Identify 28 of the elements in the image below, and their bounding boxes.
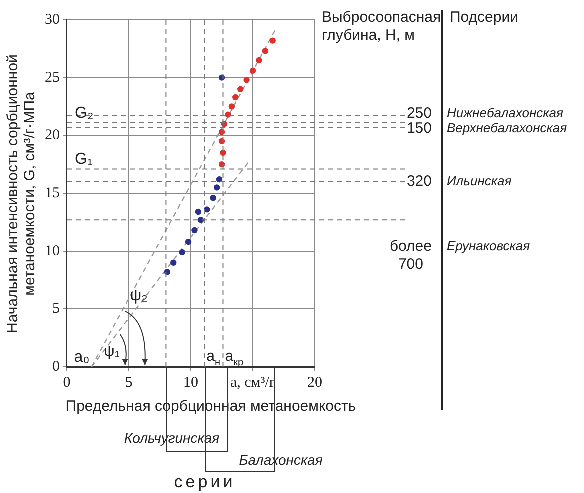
annotation: ψ₁	[104, 343, 120, 360]
y-tick-label: 25	[45, 70, 60, 86]
y-tick-label: 10	[45, 243, 60, 260]
text: более 700	[390, 238, 432, 274]
ref-line-label: G₁	[75, 151, 93, 168]
text: Ерунаковская	[447, 238, 530, 254]
text: 150	[406, 120, 432, 138]
x-tick-label: 20	[308, 374, 322, 391]
text: Ильинская	[447, 174, 512, 189]
x-tick-label: 0	[63, 374, 71, 391]
y-tick-label: 5	[52, 301, 60, 318]
text: Подсерии	[450, 9, 518, 26]
text: Выбросоопасная глубина, H, м	[322, 9, 442, 44]
text: Нижнебалахонская	[447, 106, 564, 121]
text: 250	[406, 105, 432, 122]
x-tick-label: 10	[184, 374, 198, 391]
y-tick-label: 20	[45, 128, 60, 144]
annotation: ψ₂	[130, 288, 148, 305]
text: Верхнебалахонская	[447, 120, 568, 136]
y-axis-title: Начальная интенсивность сорбционной метаноемкости, G, см³/г·МПа	[4, 53, 39, 335]
y-tick-label: 30	[45, 12, 60, 28]
y-tick-label: 0	[52, 358, 60, 375]
text: 320	[406, 173, 432, 190]
ref-line-label: G₂	[75, 104, 94, 122]
y-tick-label: 15	[45, 185, 60, 202]
annotation: a₀	[74, 349, 90, 366]
text: серии	[174, 472, 236, 492]
x-tick-label: 5	[125, 374, 133, 391]
